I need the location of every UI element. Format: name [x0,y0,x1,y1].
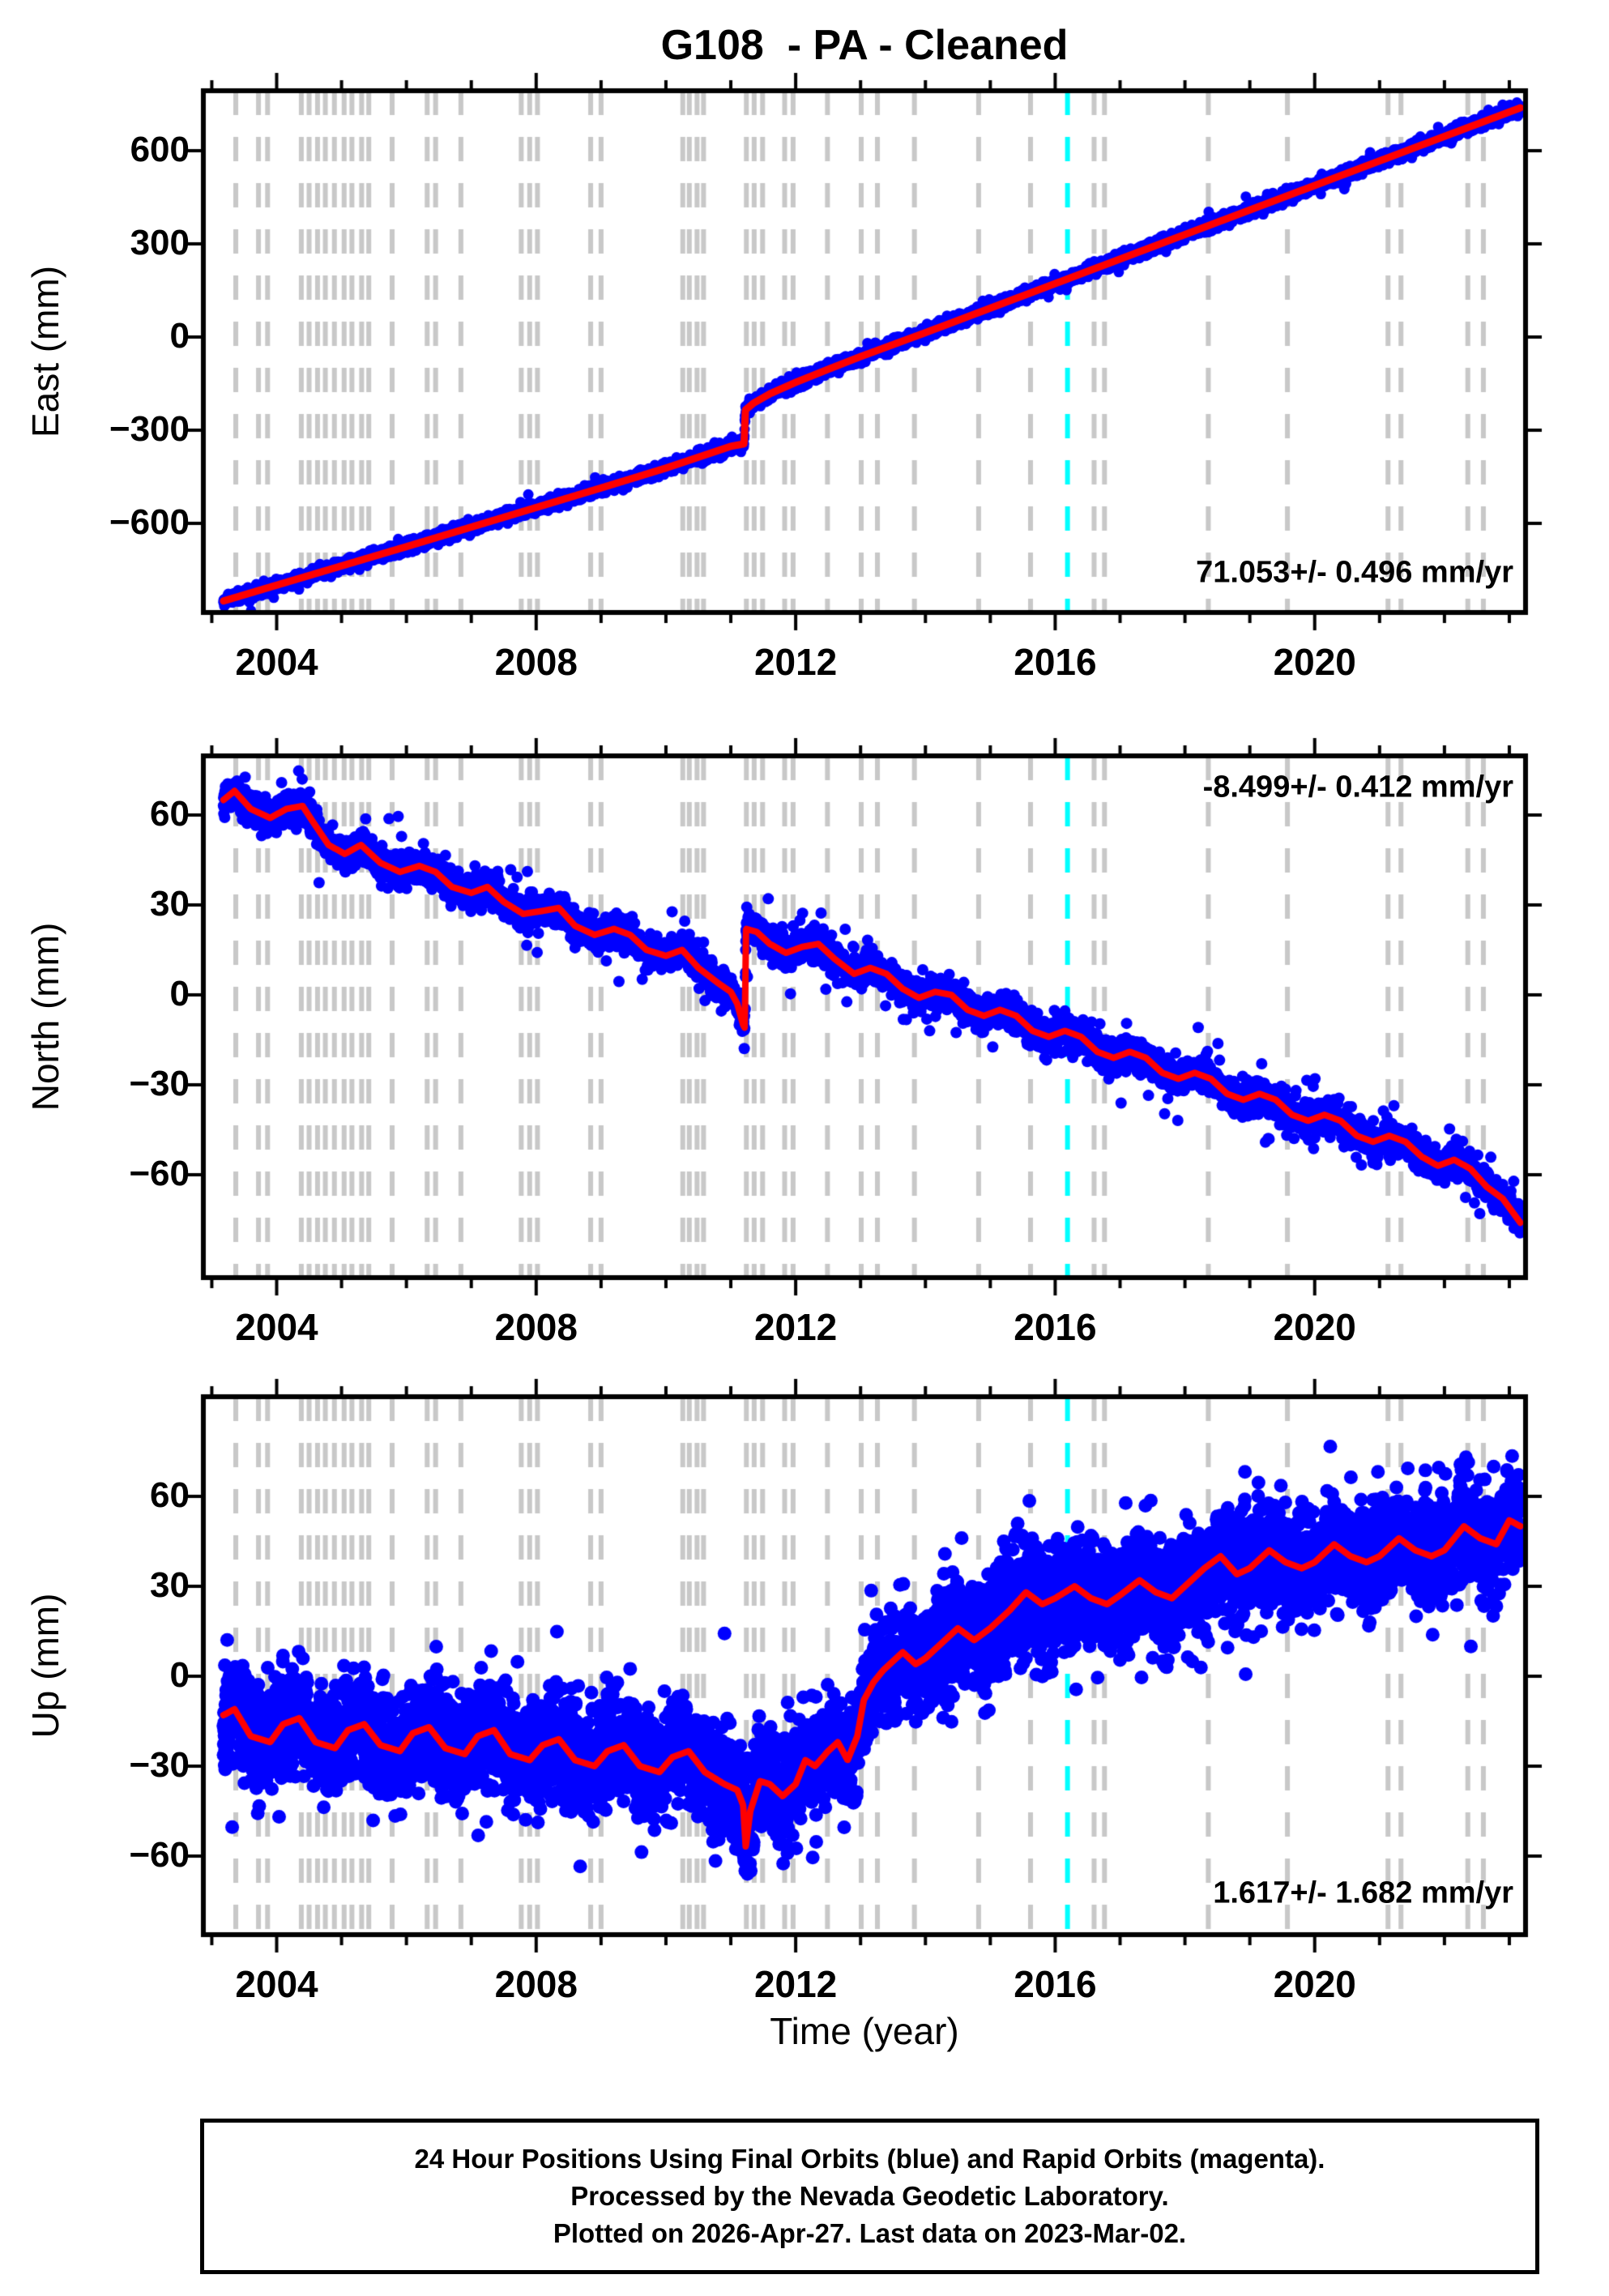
x-tick-label-east: 2020 [1273,641,1356,683]
x-tick-label-east: 2012 [753,641,838,683]
footer-line-orbits: 24 Hour Positions Using Final Orbits (bl… [414,2144,1325,2174]
x-tick-label-north: 2012 [753,1306,838,1348]
x-tick-label-east: 2004 [235,641,318,683]
rate-annotation-north: -8.499+/- 0.412 mm/yr [1202,770,1513,804]
y-tick-label-east: 0 [169,315,190,356]
y-tick-label-up: −30 [129,1744,190,1785]
footer-box: 24 Hour Positions Using Final Orbits (bl… [200,2119,1539,2274]
x-tick-label-up: 2012 [753,1963,838,2005]
x-tick-label-up: 2016 [1014,1963,1097,2005]
footer-line-processed-by: Processed by the Nevada Geodetic Laborat… [570,2181,1169,2211]
x-tick-label-up: 2008 [494,1963,578,2005]
y-tick-label-north: 0 [169,973,190,1014]
y-tick-label-north: −60 [129,1154,190,1194]
x-tick-label-east: 2008 [494,641,578,683]
y-tick-label-east: −300 [109,408,190,449]
x-tick-label-east: 2016 [1014,641,1097,683]
y-axis-title-east: East (mm) [24,265,66,438]
x-tick-label-north: 2020 [1273,1306,1356,1348]
y-tick-label-up: −60 [129,1835,190,1876]
y-tick-label-east: 600 [130,129,190,169]
y-axis-title-north: North (mm) [24,922,66,1112]
y-tick-label-up: 30 [150,1564,190,1605]
y-tick-label-east: 300 [130,222,190,262]
y-tick-label-north: 60 [150,793,190,834]
y-tick-label-north: 30 [150,883,190,924]
y-tick-label-east: −600 [109,501,190,542]
x-tick-label-north: 2004 [235,1306,318,1348]
x-axis-title: Time (year) [770,2010,959,2052]
y-tick-label-north: −30 [129,1064,190,1104]
x-tick-label-north: 2008 [494,1306,578,1348]
rate-annotation-up: 1.617+/- 1.682 mm/yr [1213,1876,1513,1910]
y-axis-title-up: Up (mm) [24,1593,66,1739]
y-tick-label-up: 0 [169,1654,190,1695]
x-tick-label-north: 2016 [1014,1306,1097,1348]
x-tick-label-up: 2020 [1273,1963,1356,2005]
rate-annotation-east: 71.053+/- 0.496 mm/yr [1196,555,1513,590]
y-tick-label-up: 60 [150,1474,190,1515]
footer-line-dates: Plotted on 2026-Apr-27. Last data on 202… [553,2218,1187,2248]
x-tick-label-up: 2004 [235,1963,318,2005]
plot-title: G108 - PA - Cleaned [660,22,1069,69]
